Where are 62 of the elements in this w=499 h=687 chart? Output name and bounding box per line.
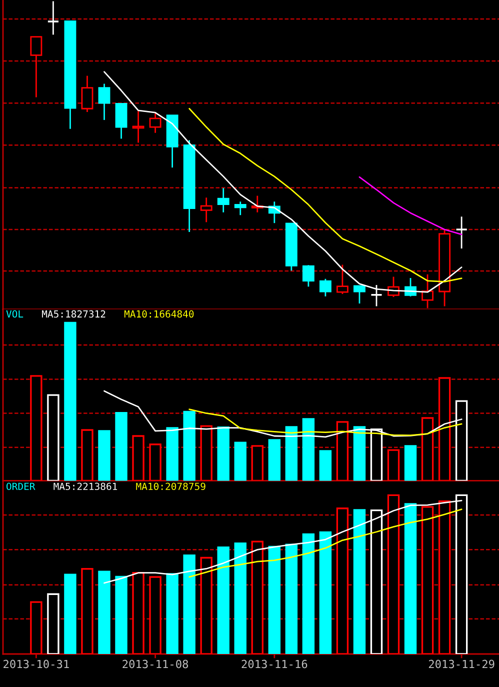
bar [319, 450, 332, 481]
candlestick [200, 196, 212, 223]
chart-title: VOL [6, 310, 24, 318]
text: MA5:1827312 [42, 310, 106, 318]
x-tick-label: 2013-11-08 [122, 660, 188, 668]
bar [336, 508, 349, 654]
bar [234, 442, 246, 481]
chart-title: ORDER [6, 482, 36, 490]
candlestick [319, 278, 332, 298]
bar [268, 439, 281, 481]
x-tick-label: 2013-10-31 [4, 660, 69, 668]
bar [166, 573, 178, 654]
bar [98, 570, 110, 654]
candlestick [234, 200, 246, 216]
bar [132, 572, 144, 654]
candlestick [354, 285, 366, 304]
bar [217, 426, 230, 481]
bar [149, 576, 162, 654]
bar [302, 418, 315, 481]
bar [353, 509, 366, 654]
bar [64, 574, 76, 654]
bar [404, 503, 417, 654]
bar [387, 494, 400, 654]
candlestick [30, 36, 42, 98]
bar [115, 412, 128, 481]
text: MA10:1664840 [124, 310, 194, 318]
x-tick-label: 2013-11-29 [428, 660, 494, 668]
bar [166, 427, 178, 481]
bar [285, 426, 298, 481]
candlestick [336, 264, 348, 295]
bar [30, 601, 42, 654]
bar [183, 554, 196, 654]
bar [285, 544, 298, 654]
candlestick [115, 103, 128, 140]
candlestick [455, 216, 468, 250]
bar [251, 540, 264, 654]
bar [200, 556, 212, 654]
candlestick [149, 112, 162, 134]
candlestick [132, 110, 144, 144]
bar [302, 533, 315, 654]
text: MA10:2078759 [136, 482, 206, 490]
bar [438, 500, 451, 654]
bar [64, 322, 76, 481]
bar [319, 531, 332, 654]
bar [217, 546, 230, 654]
candlestick [47, 0, 60, 36]
candlestick [302, 264, 314, 288]
bar [268, 546, 281, 654]
candlestick [81, 75, 94, 113]
bar [183, 410, 196, 481]
candlestick [98, 83, 110, 121]
bar [234, 542, 246, 654]
bar [404, 445, 417, 481]
candlestick [217, 187, 230, 214]
bar [115, 576, 128, 654]
bar [353, 426, 366, 481]
bar [421, 506, 434, 654]
x-tick-label: 2013-11-16 [242, 660, 308, 668]
text: MA5:2213861 [54, 482, 118, 490]
bar [98, 430, 110, 481]
bar [81, 568, 94, 654]
bar [47, 593, 60, 654]
